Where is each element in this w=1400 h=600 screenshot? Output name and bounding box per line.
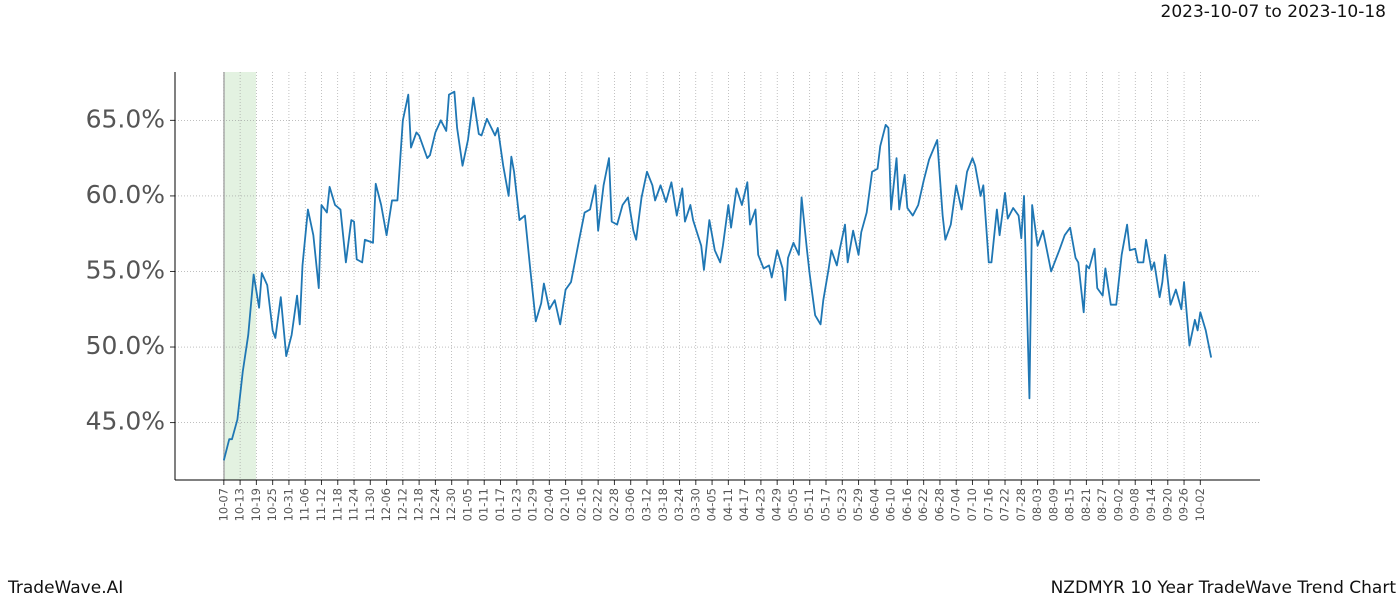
x-tick-label: 08-03 <box>1030 488 1044 521</box>
x-tick-label: 08-09 <box>1046 488 1060 521</box>
x-tick-label: 05-11 <box>802 488 816 521</box>
x-tick-label: 10-31 <box>281 488 295 521</box>
x-tick-label: 12-06 <box>379 488 393 521</box>
x-tick-label: 07-22 <box>998 488 1012 521</box>
x-tick-label: 01-11 <box>477 488 491 521</box>
x-tick-label: 11-12 <box>314 488 328 521</box>
x-tick-label: 11-30 <box>363 488 377 521</box>
x-tick-label: 12-24 <box>428 488 442 521</box>
y-tick-label: 50.0% <box>86 331 165 360</box>
x-tick-label: 09-20 <box>1160 488 1174 521</box>
x-tick-label: 06-04 <box>867 488 881 521</box>
chart-name: NZDMYR 10 Year TradeWave Trend Chart <box>1051 578 1397 598</box>
x-tick-label: 02-22 <box>591 488 605 521</box>
x-tick-label: 03-06 <box>623 488 637 521</box>
x-tick-label: 08-27 <box>1095 488 1109 521</box>
x-tick-label: 06-16 <box>900 488 914 521</box>
x-tick-label: 10-19 <box>249 488 263 521</box>
x-tick-label: 01-17 <box>493 488 507 521</box>
grid: 45.0% 50.0% 55.0% 60.0% 65.0% 10-07 10-13 10-19… <box>86 72 1260 521</box>
x-tick-label: 06-22 <box>916 488 930 521</box>
x-tick-label: 10-07 <box>216 488 230 521</box>
x-tick-label: 03-30 <box>688 488 702 521</box>
x-tick-label: 04-29 <box>770 488 784 521</box>
x-tick-label: 09-08 <box>1128 488 1142 521</box>
x-tick-label: 11-06 <box>298 488 312 521</box>
x-tick-label: 07-10 <box>965 488 979 521</box>
x-tick-label: 09-26 <box>1177 488 1191 521</box>
x-tick-label: 08-15 <box>1063 488 1077 521</box>
x-tick-label: 07-16 <box>981 488 995 521</box>
x-tick-label: 05-29 <box>851 488 865 521</box>
x-tick-label: 02-04 <box>542 488 556 521</box>
x-tick-label: 04-11 <box>721 488 735 521</box>
x-tick-label: 04-05 <box>705 488 719 521</box>
date-range: 2023-10-07 to 2023-10-18 <box>1161 2 1386 22</box>
x-tick-label: 03-24 <box>672 488 686 521</box>
x-tick-label: 05-05 <box>786 488 800 521</box>
x-tick-label: 02-10 <box>558 488 572 521</box>
x-tick-label: 06-28 <box>932 488 946 521</box>
x-tick-label: 10-02 <box>1193 488 1207 521</box>
x-tick-label: 12-12 <box>395 488 409 521</box>
x-tick-label: 04-17 <box>737 488 751 521</box>
x-tick-label: 09-02 <box>1111 488 1125 521</box>
x-tick-label: 10-25 <box>265 488 279 521</box>
x-tick-label: 01-29 <box>526 488 540 521</box>
plot <box>222 90 1213 461</box>
x-tick-label: 12-18 <box>412 488 426 521</box>
x-tick-label: 12-30 <box>444 488 458 521</box>
x-tick-label: 02-16 <box>574 488 588 521</box>
x-tick-label: 10-13 <box>233 488 247 521</box>
x-tick-label: 03-18 <box>656 488 670 521</box>
y-tick-label: 55.0% <box>86 255 165 284</box>
x-tick-label: 03-12 <box>639 488 653 521</box>
x-tick-label: 01-23 <box>509 488 523 521</box>
x-tick-label: 08-21 <box>1079 488 1093 521</box>
x-tick-label: 07-04 <box>949 488 963 521</box>
y-tick-label: 60.0% <box>86 180 165 209</box>
x-tick-label: 04-23 <box>753 488 767 521</box>
x-tick-label: 05-23 <box>835 488 849 521</box>
x-tick-label: 05-17 <box>819 488 833 521</box>
x-tick-label: 06-10 <box>884 488 898 521</box>
series-line <box>222 90 1213 461</box>
x-tick-label: 11-24 <box>347 488 361 521</box>
x-tick-label: 09-14 <box>1144 488 1158 521</box>
x-tick-label: 11-18 <box>330 488 344 521</box>
brand: TradeWave.AI <box>7 578 123 598</box>
x-tick-label: 02-28 <box>607 488 621 521</box>
y-tick-label: 65.0% <box>86 104 165 133</box>
x-tick-label: 07-28 <box>1014 488 1028 521</box>
y-tick-label: 45.0% <box>86 407 165 436</box>
x-tick-label: 01-05 <box>460 488 474 521</box>
